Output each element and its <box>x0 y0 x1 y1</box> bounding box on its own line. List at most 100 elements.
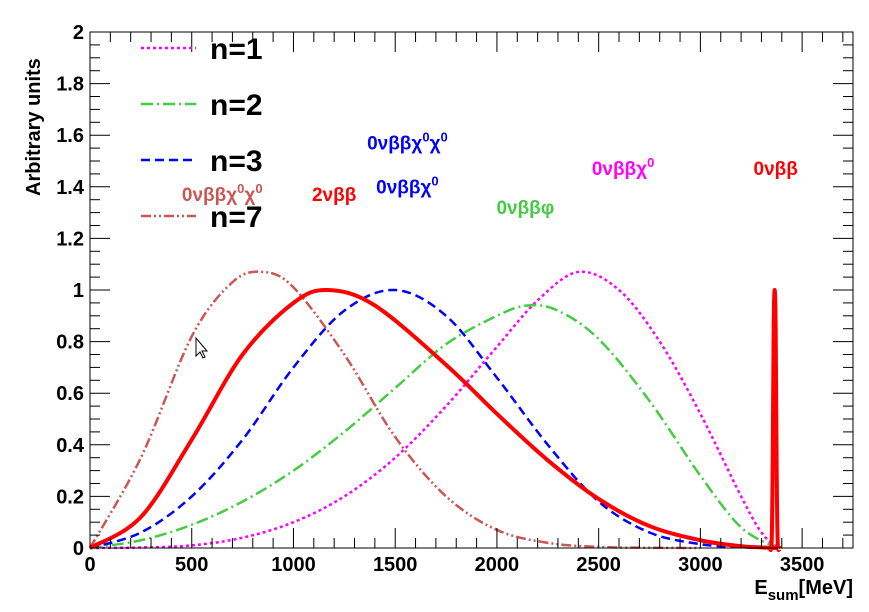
data-point-3-5 <box>344 310 345 311</box>
data-point-6-4 <box>774 289 775 290</box>
curve-annotation: 0νββχ0χ0 <box>367 129 448 154</box>
data-point-2-2 <box>191 524 192 525</box>
y-tick-label: 0 <box>73 538 84 560</box>
y-tick-label: 1.4 <box>56 177 85 199</box>
data-point-4-7 <box>395 436 396 437</box>
data-point-4-8 <box>445 496 446 497</box>
data-point-5-10 <box>598 498 599 499</box>
data-point-1-10 <box>578 271 579 272</box>
data-point-6-1 <box>771 542 772 543</box>
mouse-cursor-icon <box>195 336 209 359</box>
data-point-1-9 <box>537 300 538 301</box>
legend: n=1 n=2 n=3 n=7 <box>141 33 263 234</box>
y-tick-label: 1.6 <box>56 125 84 147</box>
data-point-5-9 <box>547 460 548 461</box>
data-point-1-3 <box>242 537 243 538</box>
data-point-5-6 <box>374 305 375 306</box>
data-point-3-4 <box>293 367 294 368</box>
data-point-2-5 <box>344 431 345 432</box>
data-point-2-9 <box>527 305 528 306</box>
data-point-2-10 <box>557 310 558 311</box>
legend-label: n=7 <box>210 201 263 234</box>
data-point-2-6 <box>395 387 396 388</box>
series-line-5-2 <box>88 287 778 550</box>
x-tick-label: 3000 <box>678 554 723 576</box>
data-point-3-6 <box>395 289 396 290</box>
x-tick-label: 2500 <box>576 554 621 576</box>
y-tick-label: 0.8 <box>56 332 84 354</box>
x-axis-title-subscript: sum <box>768 587 799 604</box>
x-axis-title-main: E <box>754 577 767 599</box>
data-point-2-13 <box>700 475 701 476</box>
data-point-4-1 <box>140 457 141 458</box>
x-tick-label: 500 <box>175 554 208 576</box>
data-point-6-2 <box>772 470 773 471</box>
curve-annotation: 0νββφ <box>496 198 554 219</box>
data-point-5-8 <box>496 413 497 414</box>
y-axis-title: Arbitrary units <box>23 58 45 196</box>
data-point-5-5 <box>327 289 328 290</box>
x-axis-title-unit: [MeV] <box>799 577 853 599</box>
y-tick-label: 0.2 <box>56 486 84 508</box>
data-point-5-11 <box>649 525 650 526</box>
y-tick-label: 2 <box>73 22 84 44</box>
curve-annotation: 0νββχ0 <box>592 155 655 180</box>
data-point-1-13 <box>700 413 701 414</box>
x-axis-title: Esum[MeV] <box>754 577 853 604</box>
data-point-6-5 <box>775 328 776 329</box>
data-point-2-4 <box>293 470 294 471</box>
data-point-2-1 <box>140 540 141 541</box>
y-tick-label: 1.8 <box>56 74 84 96</box>
x-tick-label: 0 <box>84 554 95 576</box>
data-point-5-1 <box>140 516 141 517</box>
data-point-1-4 <box>293 522 294 523</box>
data-point-2-11 <box>598 338 599 339</box>
data-point-4-5 <box>293 287 294 288</box>
data-point-6-7 <box>777 542 778 543</box>
data-point-2-8 <box>496 315 497 316</box>
curve-annotation: 0νββχ0χ0 <box>182 181 263 206</box>
data-point-5-2 <box>191 439 192 440</box>
x-tick-label: 1000 <box>271 554 316 576</box>
legend-label: n=3 <box>210 145 263 178</box>
x-tick-label: 1500 <box>373 554 418 576</box>
series-line-2-n-2 <box>89 303 779 550</box>
data-point-2-14 <box>740 527 741 528</box>
data-point-1-14 <box>740 496 741 497</box>
series-line-4-n-7 <box>88 270 701 550</box>
data-point-1-12 <box>659 341 660 342</box>
data-point-6-6 <box>776 470 777 471</box>
data-point-3-7 <box>445 315 446 316</box>
data-point-5-7 <box>445 364 446 365</box>
y-tick-label: 0.6 <box>56 383 84 405</box>
data-point-1-7 <box>445 406 446 407</box>
data-point-4-4 <box>262 271 263 272</box>
data-point-1-5 <box>344 496 345 497</box>
curve-annotation: 0νββ <box>754 159 798 180</box>
data-point-4-10 <box>547 542 548 543</box>
data-point-3-2 <box>191 496 192 497</box>
y-tick-label: 0.4 <box>56 435 85 457</box>
annotations-layer: 0νββχ0χ0 2νββ 0νββχ0χ0 0νββχ0 0νββφ 0νββχ0 0νβ… <box>182 129 798 219</box>
data-point-4-6 <box>344 354 345 355</box>
curve-annotation: 0νββχ0 <box>376 173 439 198</box>
data-point-5-4 <box>293 302 294 303</box>
data-point-2-7 <box>445 344 446 345</box>
data-point-2-3 <box>242 501 243 502</box>
y-tick-label: 1 <box>73 280 84 302</box>
ticks-layer <box>89 31 853 549</box>
data-point-6-3 <box>773 328 774 329</box>
data-point-3-1 <box>140 532 141 533</box>
legend-label: n=1 <box>210 33 263 66</box>
legend-label: n=2 <box>210 89 263 122</box>
data-point-2-12 <box>649 400 650 401</box>
data-point-3-11 <box>649 532 650 533</box>
data-point-5-3 <box>242 354 243 355</box>
data-point-3-8 <box>496 377 497 378</box>
series-line-6-0 <box>767 288 782 552</box>
curves-layer <box>88 270 782 552</box>
x-tick-label: 3500 <box>780 554 825 576</box>
tick-labels-layer: 0 500 1000 1500 2000 2500 3000 3500 0 0.2 0.4 0.6 0.… <box>56 22 824 576</box>
data-point-4-3 <box>232 282 233 283</box>
